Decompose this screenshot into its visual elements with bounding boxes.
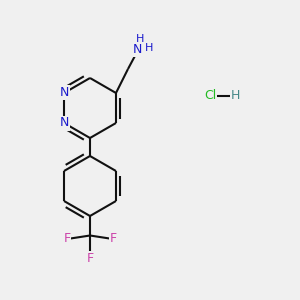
Text: N: N [59, 116, 69, 130]
Text: F: F [110, 232, 117, 245]
Text: Cl: Cl [204, 89, 216, 103]
Text: H: H [231, 89, 240, 103]
Text: H: H [136, 34, 144, 44]
Text: F: F [63, 232, 70, 245]
Text: N: N [132, 43, 142, 56]
Text: N: N [59, 86, 69, 100]
Text: H: H [145, 43, 153, 53]
Text: F: F [86, 252, 94, 265]
